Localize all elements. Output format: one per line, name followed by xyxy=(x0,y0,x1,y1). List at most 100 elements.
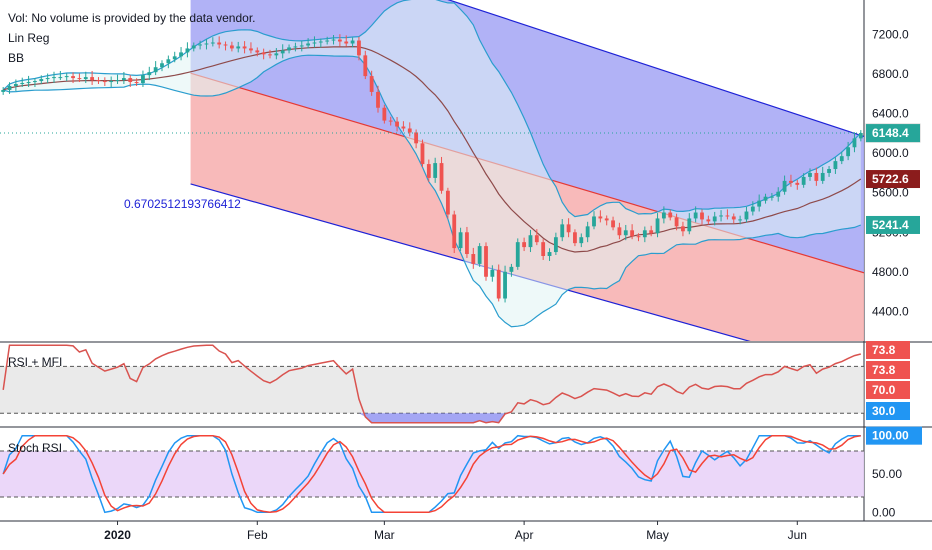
candle[interactable] xyxy=(191,42,196,52)
candle[interactable] xyxy=(636,233,641,242)
bb-upper-line[interactable] xyxy=(2,0,862,218)
candle[interactable] xyxy=(198,40,203,50)
candle[interactable] xyxy=(369,70,374,96)
candle[interactable] xyxy=(172,51,177,63)
candle[interactable] xyxy=(744,206,749,223)
stoch-d-line[interactable] xyxy=(2,434,861,514)
candle[interactable] xyxy=(490,265,495,282)
candle[interactable] xyxy=(83,71,88,84)
candle[interactable] xyxy=(299,40,304,52)
candle[interactable] xyxy=(471,247,476,269)
candle[interactable] xyxy=(598,210,603,223)
candle[interactable] xyxy=(261,48,266,60)
candle[interactable] xyxy=(566,218,571,238)
candle[interactable] xyxy=(560,219,565,242)
linreg-label[interactable]: Lin Reg xyxy=(8,31,49,45)
candle[interactable] xyxy=(693,206,698,223)
candle[interactable] xyxy=(750,201,755,216)
candle[interactable] xyxy=(166,55,171,69)
candle[interactable] xyxy=(179,47,183,61)
candle[interactable] xyxy=(496,264,501,302)
candle[interactable] xyxy=(852,132,857,153)
candle[interactable] xyxy=(306,38,311,49)
candle[interactable] xyxy=(312,36,317,48)
candle[interactable] xyxy=(274,48,279,60)
candle[interactable] xyxy=(58,70,63,81)
candle[interactable] xyxy=(344,35,349,47)
candle[interactable] xyxy=(395,117,399,132)
candle[interactable] xyxy=(719,210,723,222)
candle[interactable] xyxy=(814,167,819,186)
candle[interactable] xyxy=(808,168,812,181)
candle[interactable] xyxy=(630,224,635,240)
candle[interactable] xyxy=(661,206,666,224)
candle[interactable] xyxy=(579,233,584,248)
candle[interactable] xyxy=(782,175,787,195)
candle[interactable] xyxy=(769,192,774,201)
candle[interactable] xyxy=(90,70,95,86)
rsi-panel-title[interactable]: RSI + MFI xyxy=(8,355,62,369)
candle[interactable] xyxy=(331,34,336,45)
candle[interactable] xyxy=(757,194,762,212)
candle[interactable] xyxy=(465,226,469,258)
candle[interactable] xyxy=(420,139,425,168)
candle[interactable] xyxy=(318,38,323,48)
candle[interactable] xyxy=(426,159,431,182)
candle[interactable] xyxy=(795,179,800,190)
candle[interactable] xyxy=(249,42,253,54)
candle[interactable] xyxy=(827,166,831,177)
candle[interactable] xyxy=(820,166,825,184)
stoch-panel-title[interactable]: Stoch RSI xyxy=(8,441,62,455)
candle[interactable] xyxy=(477,243,482,267)
candle[interactable] xyxy=(445,187,450,219)
candle[interactable] xyxy=(674,213,679,231)
candle[interactable] xyxy=(255,47,260,57)
candle[interactable] xyxy=(515,238,520,270)
candle[interactable] xyxy=(229,41,234,52)
candle[interactable] xyxy=(39,75,44,85)
candle[interactable] xyxy=(738,215,743,225)
candle[interactable] xyxy=(128,75,133,87)
price-panel[interactable] xyxy=(0,0,864,374)
candle[interactable] xyxy=(439,156,444,194)
candle[interactable] xyxy=(452,210,457,254)
bb-basis-line[interactable] xyxy=(3,45,862,253)
candle[interactable] xyxy=(668,209,673,221)
candle[interactable] xyxy=(121,71,126,85)
candle[interactable] xyxy=(236,41,241,53)
candle[interactable] xyxy=(1,86,6,95)
candle[interactable] xyxy=(833,157,838,174)
candle[interactable] xyxy=(20,77,25,87)
candle[interactable] xyxy=(604,215,609,226)
candle[interactable] xyxy=(642,226,647,243)
candle[interactable] xyxy=(592,211,596,230)
rsi-line[interactable] xyxy=(2,344,861,424)
candle[interactable] xyxy=(407,122,412,137)
candle[interactable] xyxy=(357,36,361,61)
candle[interactable] xyxy=(484,242,488,281)
candle[interactable] xyxy=(553,232,558,256)
candle[interactable] xyxy=(649,225,654,237)
candle[interactable] xyxy=(33,78,37,87)
candle[interactable] xyxy=(712,211,717,226)
stoch-panel[interactable] xyxy=(0,434,864,514)
candle[interactable] xyxy=(458,227,463,252)
candle[interactable] xyxy=(700,209,704,225)
candle[interactable] xyxy=(134,78,139,86)
candle[interactable] xyxy=(547,248,552,261)
candle[interactable] xyxy=(725,209,730,220)
bb-label[interactable]: BB xyxy=(8,51,24,65)
candle[interactable] xyxy=(858,130,863,142)
candle[interactable] xyxy=(13,79,18,91)
candle[interactable] xyxy=(71,72,75,84)
candle[interactable] xyxy=(217,36,222,49)
candle[interactable] xyxy=(681,221,685,237)
candle[interactable] xyxy=(522,237,527,252)
candle[interactable] xyxy=(325,36,330,45)
candle[interactable] xyxy=(26,75,31,87)
candle[interactable] xyxy=(77,73,82,83)
candle[interactable] xyxy=(363,50,368,80)
candle[interactable] xyxy=(573,229,577,247)
candle[interactable] xyxy=(528,229,533,253)
